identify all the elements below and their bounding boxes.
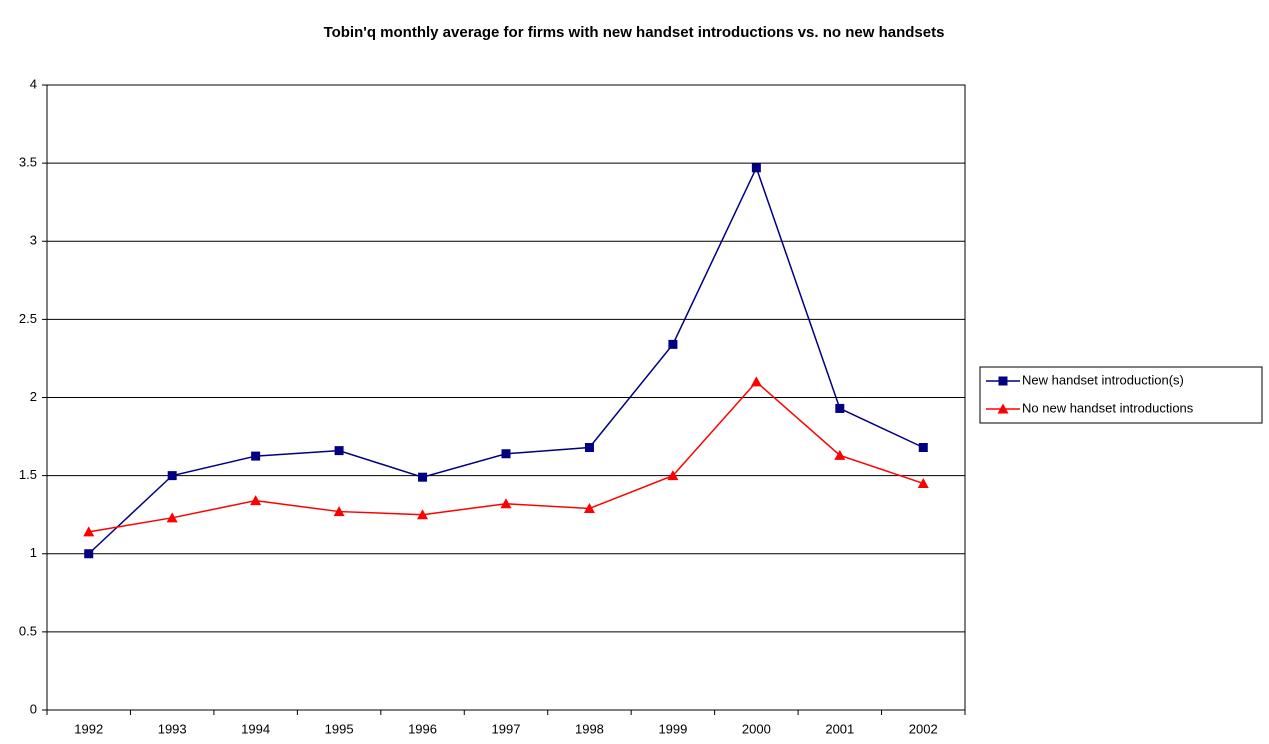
data-point	[83, 526, 95, 537]
legend-marker	[998, 376, 1008, 386]
x-tick-label: 2001	[825, 721, 854, 736]
data-point	[251, 451, 261, 461]
x-tick-label: 1995	[325, 721, 354, 736]
data-point	[667, 470, 679, 481]
x-tick-label: 1999	[658, 721, 687, 736]
y-tick-label: 1.5	[19, 467, 37, 482]
chart-title: Tobin'q monthly average for firms with n…	[324, 24, 945, 41]
data-point	[166, 512, 178, 523]
data-point	[501, 449, 511, 459]
legend-label: New handset introduction(s)	[1022, 372, 1184, 387]
x-tick-label: 2000	[742, 721, 771, 736]
x-tick-label: 1994	[241, 721, 270, 736]
data-point	[84, 549, 94, 559]
data-point	[834, 449, 846, 460]
plot-area	[46, 84, 966, 711]
y-tick-label: 0.5	[19, 623, 37, 638]
x-tick-label: 1996	[408, 721, 437, 736]
x-tick-label: 1998	[575, 721, 604, 736]
y-tick-label: 3	[30, 233, 37, 248]
data-point	[751, 163, 761, 173]
y-tick-label: 2	[30, 389, 37, 404]
y-tick-label: 4	[30, 76, 37, 91]
y-tick-label: 3.5	[19, 155, 37, 170]
data-point	[500, 498, 512, 509]
x-tick-label: 2002	[909, 721, 938, 736]
data-point	[917, 477, 929, 488]
data-point	[167, 471, 177, 481]
legend-marker	[997, 403, 1009, 414]
y-tick-label: 1	[30, 545, 37, 560]
y-tick-label: 0	[30, 701, 37, 716]
x-tick-label: 1993	[158, 721, 187, 736]
data-point	[668, 339, 678, 349]
legend-label: No new handset introductions	[1022, 400, 1194, 415]
data-point	[417, 509, 429, 520]
data-point	[918, 443, 928, 452]
series-line	[88, 165, 924, 555]
data-point	[334, 446, 344, 456]
data-point	[583, 502, 595, 513]
data-point	[750, 376, 762, 387]
data-point	[418, 472, 428, 482]
data-point	[584, 443, 594, 452]
y-tick-label: 2.5	[19, 311, 37, 326]
data-point	[835, 403, 845, 413]
data-point	[250, 495, 262, 506]
legend	[979, 366, 1263, 424]
x-tick-label: 1992	[74, 721, 103, 736]
data-point	[333, 506, 345, 517]
x-tick-label: 1997	[492, 721, 521, 736]
